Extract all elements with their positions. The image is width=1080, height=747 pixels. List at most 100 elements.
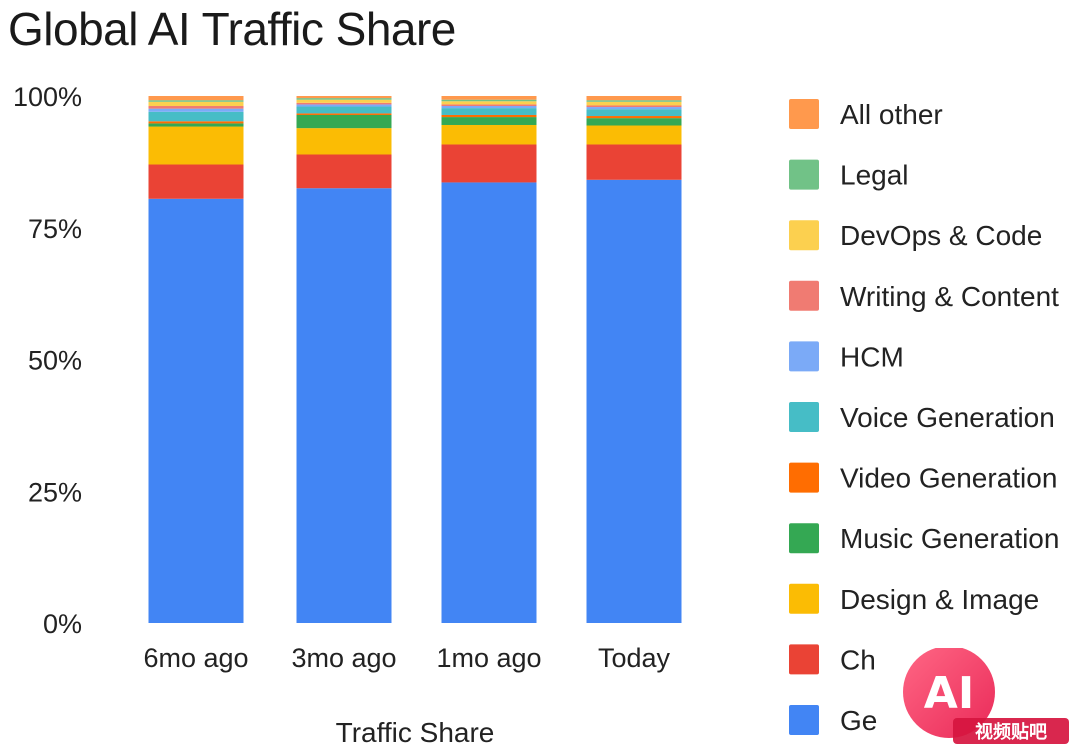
legend-item: Video Generation [789,462,1057,494]
x-tick-label: 3mo ago [291,643,396,673]
bar-segment [148,121,244,124]
bar-segment [296,114,392,129]
bar-segment [586,118,682,126]
legend: All other Legal DevOps & Code Writing & Con… [789,99,1059,736]
bar-segment [441,99,537,102]
bar-stack [148,96,244,623]
bar-segment [586,107,682,110]
bar-segment [296,99,392,103]
bar-segment [296,113,392,115]
legend-swatch [789,462,819,493]
legend-item: All other [789,99,943,130]
legend-swatch [789,583,819,614]
x-axis: 6mo ago 3mo ago 1mo ago Today [143,643,670,673]
y-tick-label: 25% [28,477,82,507]
y-tick-label: 50% [28,346,82,376]
bar-segment [441,144,537,183]
bar-segment [148,111,244,122]
bar-segment [441,182,537,624]
bar-segment [586,105,682,108]
bar-segment [148,108,244,112]
x-tick-label: Today [598,643,671,673]
legend-label: Video Generation [840,463,1057,494]
legend-swatch [789,705,819,735]
bar-segment [441,114,537,118]
legend-label: Ge [840,705,877,736]
legend-item: Ge [789,705,877,736]
bar-segment [441,117,537,125]
bar-segment [586,179,682,623]
bar-segment [586,125,682,145]
bar-segment [148,164,244,199]
legend-swatch [789,220,819,251]
legend-label: Design & Image [840,584,1039,615]
chart-title: Global AI Traffic Share [8,3,456,55]
legend-swatch [789,644,819,675]
bar-stack [441,96,537,624]
legend-label: DevOps & Code [840,220,1042,251]
bar-segment [586,100,682,102]
bar-stack [296,96,392,623]
bar-segment [296,154,392,189]
legend-item: Voice Generation [789,402,1055,433]
bar-segment [586,116,682,119]
x-tick-label: 1mo ago [436,643,541,673]
watermark-logo: AI 视频贴吧 [903,648,1069,744]
y-tick-label: 0% [43,609,82,639]
svg-text:视频贴吧: 视频贴吧 [975,721,1047,743]
legend-item: Music Generation [789,523,1059,554]
bar-segment [441,124,537,145]
bar-segment [441,96,537,100]
bar-segment [148,198,244,623]
bar-segment [586,96,682,101]
bar-segment [148,100,244,102]
bar-segment [148,123,244,127]
bar-stack [586,96,682,623]
bar-segment [296,104,392,107]
x-tick-label: 6mo ago [143,643,248,673]
x-axis-title: Traffic Share [336,717,495,747]
legend-label: Ch [840,644,876,675]
legend-label: HCM [840,341,904,372]
legend-label: Writing & Content [840,281,1059,312]
y-tick-label: 100% [13,82,82,112]
legend-swatch [789,402,819,432]
legend-swatch [789,99,819,129]
legend-label: Legal [840,160,909,191]
y-axis: 0% 25% 50% 75% 100% [13,82,82,639]
bar-segment [586,101,682,106]
legend-item: Writing & Content [789,280,1059,312]
bar-segment [441,101,537,105]
bar-segment [148,106,244,109]
legend-item: DevOps & Code [789,220,1042,251]
legend-swatch [789,280,819,311]
bar-segment [148,96,244,101]
legend-item: HCM [789,341,904,372]
bar-segment [586,144,682,180]
legend-label: Voice Generation [840,402,1055,433]
bar-segment [148,126,244,165]
bar-segment [586,109,682,117]
bar-segment [296,98,392,100]
svg-text:AI: AI [924,668,974,719]
y-tick-label: 75% [28,214,82,244]
bar-segment [148,101,244,107]
bar-segment [296,188,392,623]
legend-swatch [789,523,819,554]
legend-label: Music Generation [840,523,1059,554]
legend-item: Ch [789,644,876,675]
legend-label: All other [840,99,943,130]
bar-segment [441,104,537,107]
bar-segment [296,128,392,155]
bar-segment [441,106,537,109]
bar-segment [441,108,537,115]
legend-swatch [789,159,819,190]
bar-segment [296,106,392,114]
plot-area [148,96,682,624]
legend-item: Legal [789,159,909,191]
legend-swatch [789,341,819,372]
bar-segment [296,96,392,99]
legend-item: Design & Image [789,583,1039,615]
bar-segment [296,102,392,105]
